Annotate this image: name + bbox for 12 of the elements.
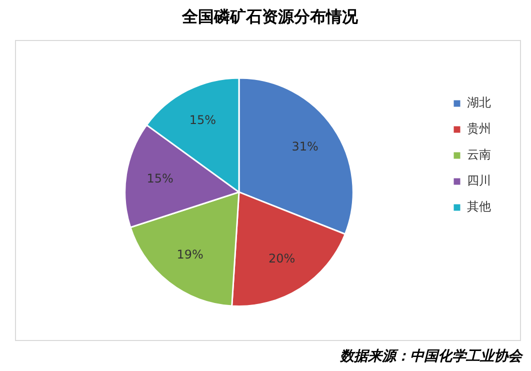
legend-label: 其他	[467, 200, 491, 214]
data-label: 15%	[189, 113, 216, 128]
data-label: 20%	[268, 252, 296, 266]
legend-label: 湖北	[467, 96, 491, 110]
legend-label: 云南	[467, 148, 491, 162]
legend-label: 四川	[467, 174, 491, 188]
data-label: 15%	[146, 172, 174, 186]
source-note: 数据来源：中国化学工业协会	[339, 348, 524, 365]
data-label: 19%	[176, 247, 204, 262]
legend-label: 贵州	[467, 122, 491, 136]
data-label: 31%	[292, 139, 318, 154]
chart-title: 全国磷矿石资源分布情况	[181, 6, 359, 26]
